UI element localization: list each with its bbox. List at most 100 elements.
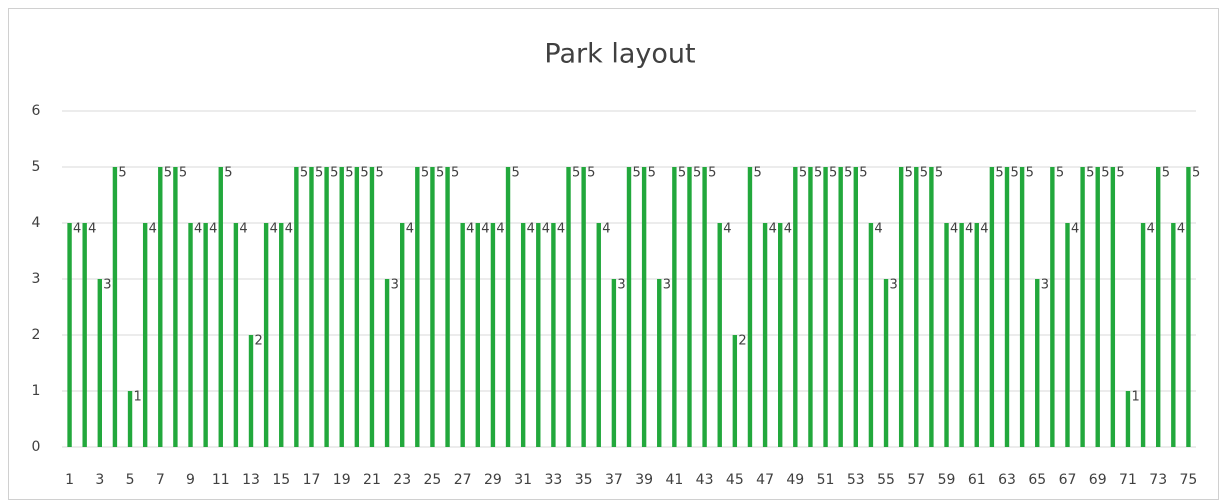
bar	[808, 167, 813, 447]
bar	[793, 167, 798, 447]
bar	[974, 223, 979, 447]
x-tick-label: 27	[454, 472, 472, 488]
bar	[400, 223, 405, 447]
x-tick-label: 61	[968, 472, 986, 488]
bar	[415, 167, 420, 447]
bar	[626, 167, 632, 447]
bar	[354, 167, 360, 447]
data-label: 4	[1147, 222, 1155, 237]
data-label: 5	[572, 166, 580, 181]
x-tick-label: 15	[272, 472, 290, 488]
chart-title: Park layout	[544, 39, 695, 70]
x-tick-label: 25	[424, 472, 442, 488]
data-label: 5	[375, 166, 383, 181]
bar	[944, 223, 949, 447]
bar	[475, 223, 480, 447]
data-label: 5	[421, 166, 429, 181]
y-tick-label: 6	[32, 103, 41, 119]
data-label: 5	[451, 166, 459, 181]
data-label: 5	[799, 166, 807, 181]
data-label: 5	[300, 166, 308, 181]
x-tick-label: 39	[635, 472, 653, 488]
bar	[97, 279, 102, 447]
data-label: 5	[587, 166, 595, 181]
data-label: 3	[890, 278, 898, 293]
data-label: 3	[1041, 278, 1049, 293]
data-label: 4	[980, 222, 988, 237]
bar	[67, 223, 72, 447]
bar	[520, 223, 526, 447]
data-label: 5	[224, 166, 232, 181]
data-label: 1	[134, 390, 142, 405]
bar	[1186, 167, 1191, 447]
bar	[1035, 279, 1040, 447]
x-tick-label: 45	[726, 472, 744, 488]
data-label: 5	[920, 166, 928, 181]
x-tick-label: 19	[333, 472, 351, 488]
bar	[611, 279, 617, 447]
data-label: 5	[753, 166, 761, 181]
bar	[641, 167, 647, 447]
x-tick-label: 53	[847, 472, 865, 488]
bar	[868, 223, 874, 447]
data-label: 4	[557, 222, 565, 237]
data-label: 1	[1131, 390, 1139, 405]
data-label: 5	[995, 166, 1003, 181]
data-label: 5	[360, 166, 368, 181]
bar	[1140, 223, 1146, 447]
x-tick-label: 11	[212, 472, 230, 488]
bar	[778, 223, 783, 447]
bar	[339, 167, 344, 447]
bar	[203, 223, 208, 447]
x-tick-label: 63	[998, 472, 1016, 488]
data-label: 3	[103, 278, 111, 293]
x-tick-label: 3	[95, 472, 104, 488]
data-label: 5	[330, 166, 338, 181]
data-label: 4	[965, 222, 973, 237]
data-label: 5	[693, 166, 701, 181]
bar	[1095, 167, 1100, 447]
bar	[914, 167, 919, 447]
data-label: 5	[512, 166, 520, 181]
bar	[566, 167, 571, 447]
x-tick-label: 67	[1059, 472, 1077, 488]
data-label: 3	[391, 278, 399, 293]
bar	[460, 223, 465, 447]
data-label: 4	[874, 222, 882, 237]
bar	[702, 167, 707, 447]
data-label: 4	[149, 222, 157, 237]
data-label: 5	[1026, 166, 1034, 181]
x-tick-label: 13	[242, 472, 260, 488]
data-label: 5	[1011, 166, 1019, 181]
data-label: 5	[905, 166, 913, 181]
bar	[82, 223, 87, 447]
y-tick-label: 0	[32, 439, 41, 455]
bar	[294, 167, 299, 447]
bar	[1050, 167, 1055, 447]
bar	[672, 167, 677, 447]
x-tick-label: 73	[1149, 472, 1167, 488]
bar	[188, 223, 193, 447]
data-label: 4	[602, 222, 610, 237]
bar	[112, 167, 118, 447]
bar	[551, 223, 556, 447]
bar	[1125, 391, 1131, 447]
bar	[853, 167, 858, 447]
data-label: 5	[648, 166, 656, 181]
bar	[762, 223, 768, 447]
data-label: 3	[617, 278, 625, 293]
bar	[309, 167, 314, 447]
x-tick-label: 23	[393, 472, 411, 488]
bar	[324, 167, 329, 447]
bar	[384, 279, 390, 447]
x-tick-label: 55	[877, 472, 895, 488]
x-tick-label: 43	[696, 472, 714, 488]
x-tick-label: 69	[1089, 472, 1107, 488]
bar	[142, 223, 148, 447]
data-label: 5	[678, 166, 686, 181]
bar	[1080, 167, 1085, 447]
bar	[989, 167, 995, 447]
x-tick-label: 37	[605, 472, 623, 488]
data-label: 4	[496, 222, 504, 237]
